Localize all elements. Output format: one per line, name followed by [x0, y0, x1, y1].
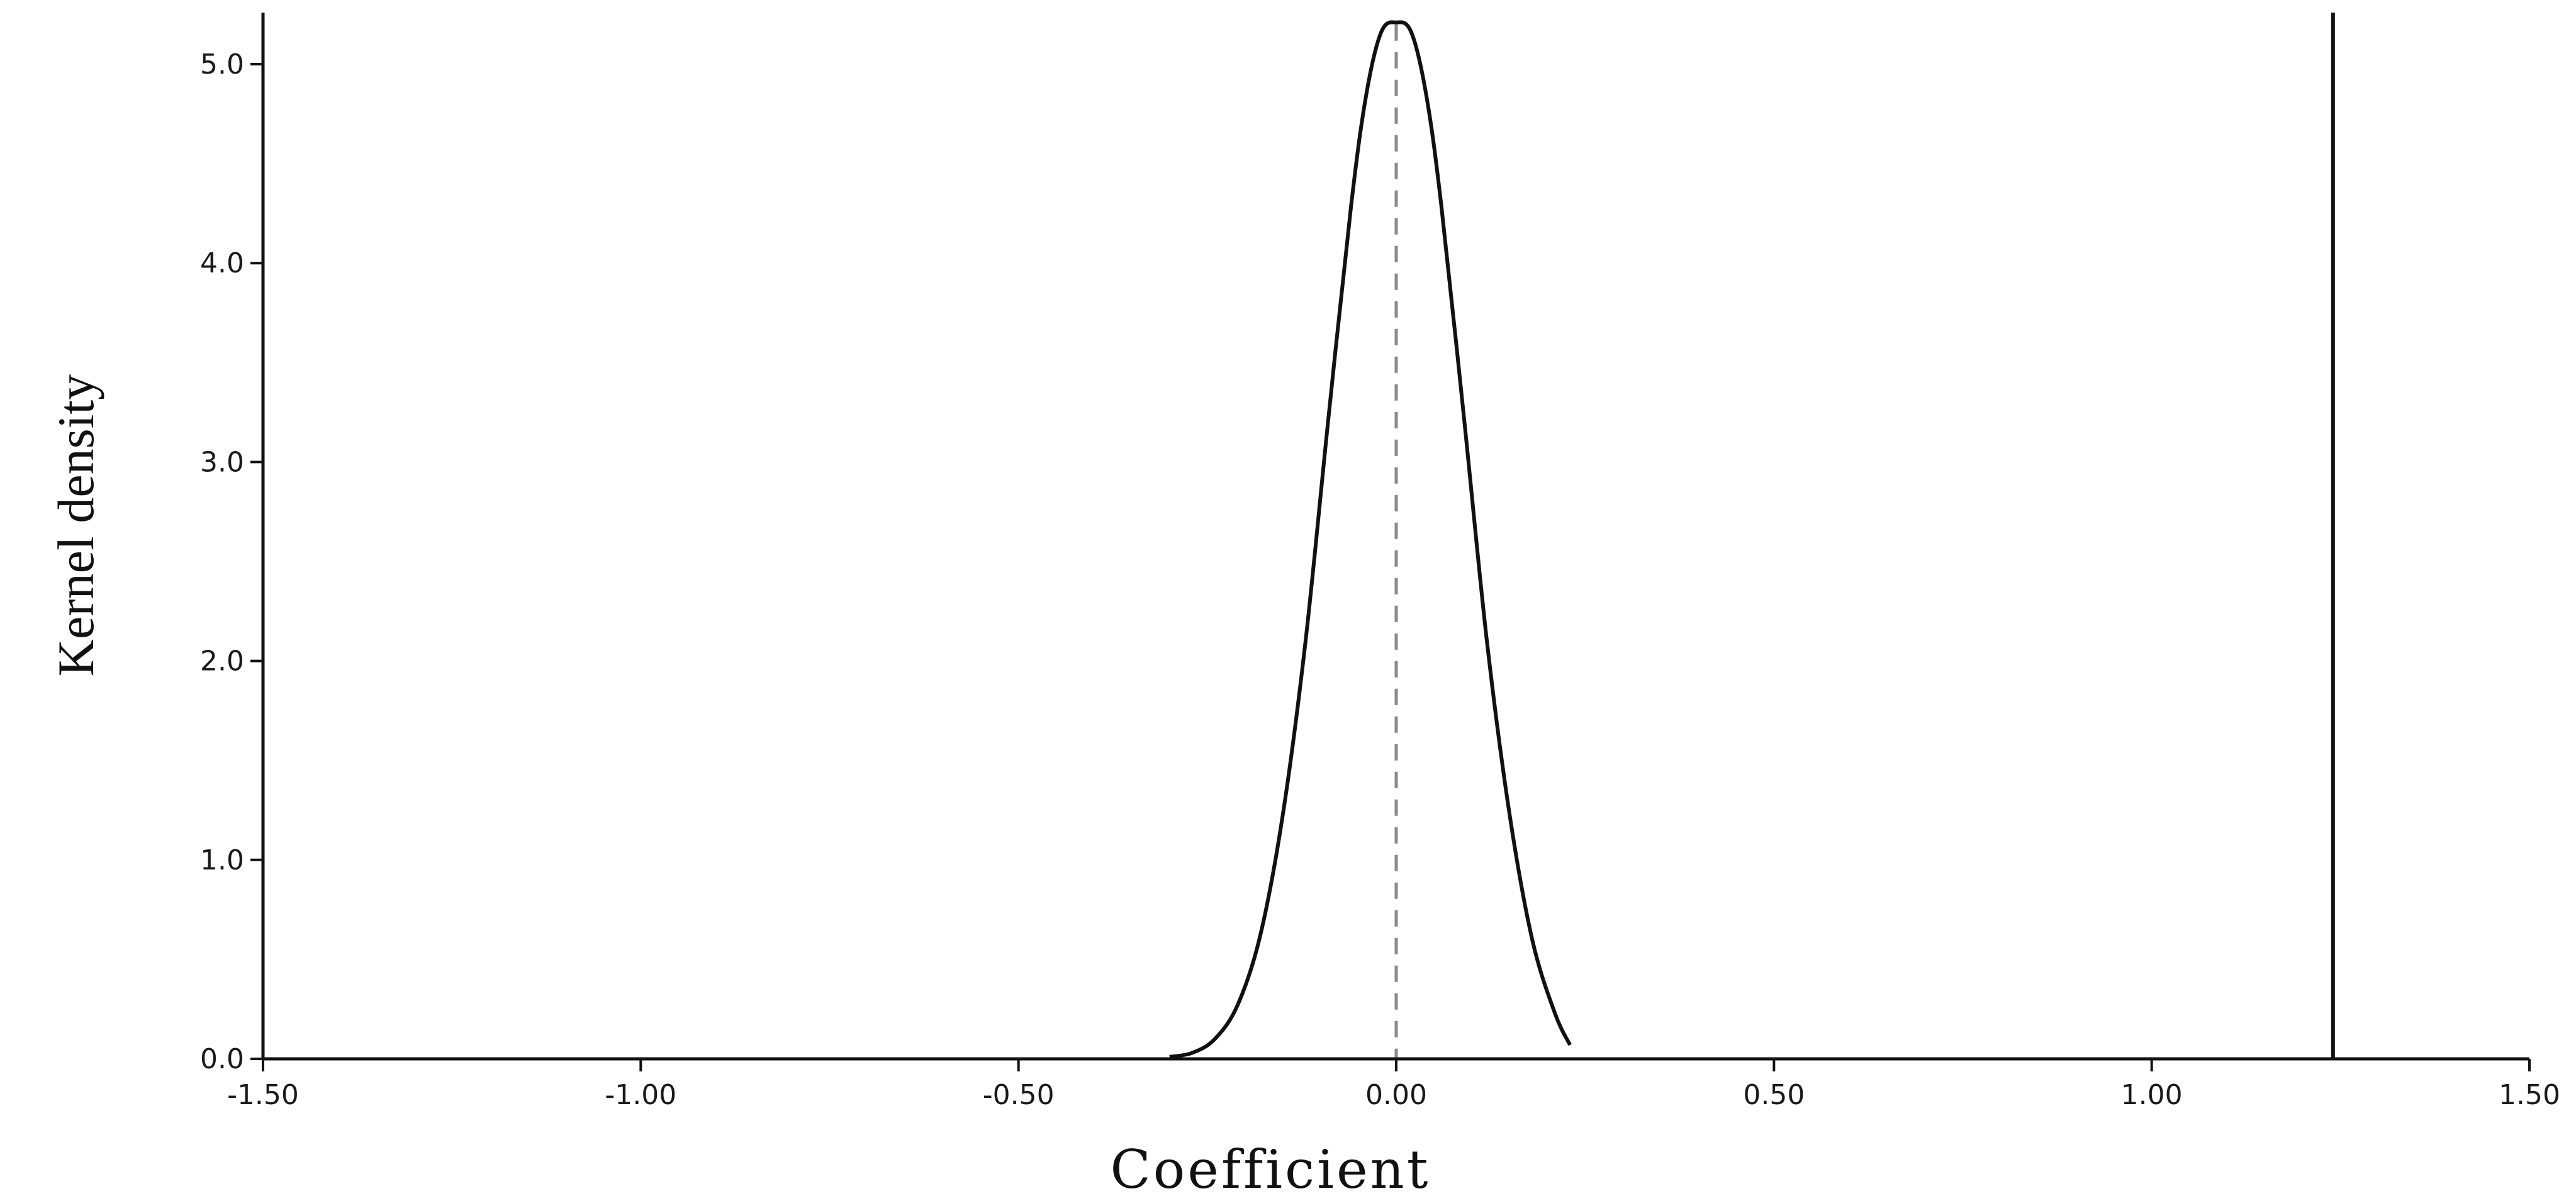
x-tick-label: 0.50	[1743, 1079, 1805, 1111]
plot-area	[1169, 13, 2335, 1059]
x-tick-label: 1.50	[2499, 1079, 2560, 1111]
y-tick-label: 4.0	[200, 247, 244, 279]
y-tick-label: 5.0	[200, 48, 244, 81]
y-tick-label: 2.0	[200, 646, 244, 678]
y-tick-label: 3.0	[200, 446, 244, 478]
x-tick-label: -1.00	[605, 1079, 676, 1111]
x-tick-label: 1.00	[2121, 1079, 2183, 1111]
x-tick-label: -0.50	[983, 1079, 1055, 1111]
x-axis-ticks: -1.50 -1.00 -0.50 0.00 0.50 1.00 1.50	[227, 1059, 2560, 1111]
density-curve	[1169, 20, 1572, 1059]
y-axis-ticks: 0.0 1.0 2.0 3.0 4.0 5.0	[200, 48, 263, 1075]
y-tick-label: 1.0	[200, 844, 244, 876]
x-tick-label: -1.50	[227, 1079, 299, 1111]
y-axis-title: Kernel density	[47, 374, 104, 676]
y-tick-label: 0.0	[200, 1043, 244, 1075]
x-axis-title: Coefficient	[1110, 1139, 1430, 1196]
x-tick-label: 0.00	[1365, 1079, 1427, 1111]
